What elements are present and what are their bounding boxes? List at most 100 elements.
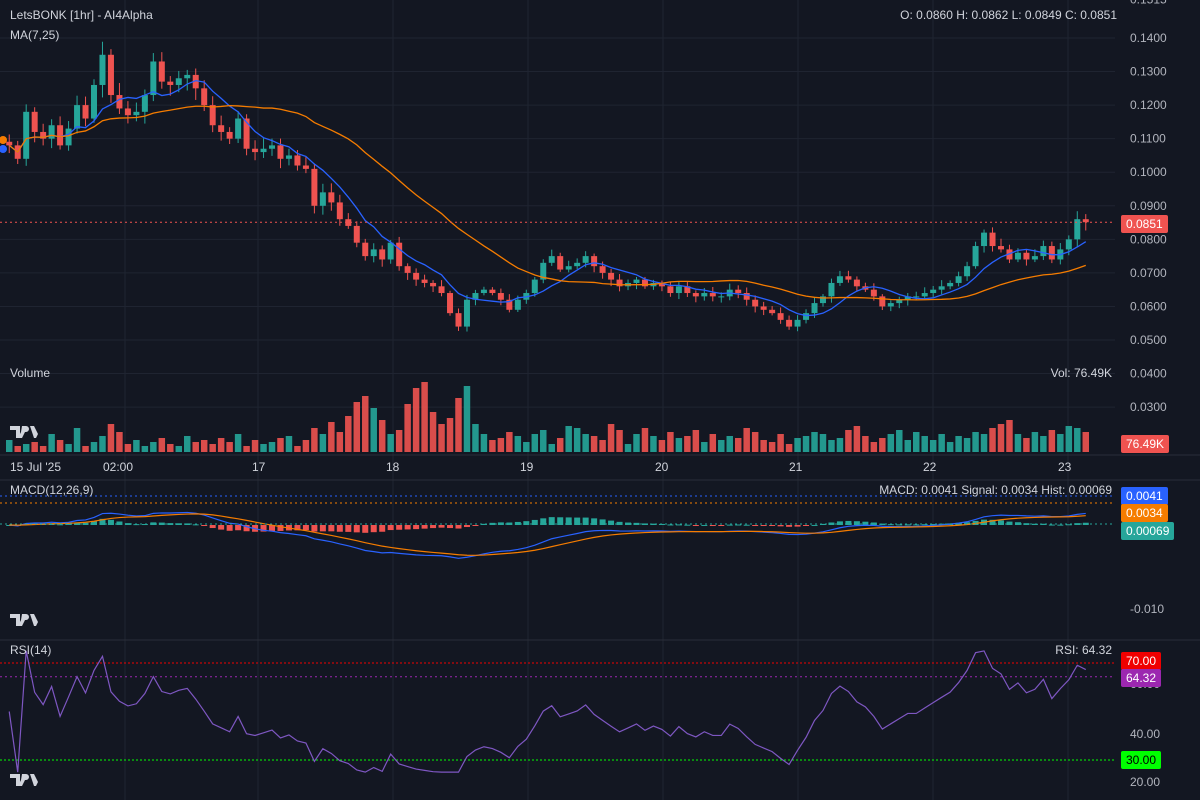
price-tick-label: 0.1515 (1130, 0, 1167, 6)
rsi-value-tag: 64.32 (1121, 669, 1162, 687)
volume-bar (734, 438, 742, 452)
candle-body (947, 282, 954, 287)
macd-histogram-bar (786, 525, 793, 527)
volume-bar (387, 434, 394, 452)
candle-body (107, 54, 114, 96)
candle-body (557, 256, 564, 270)
macd-histogram-bar (480, 523, 487, 525)
macd-histogram-bar (370, 525, 377, 533)
macd-histogram-bar (404, 525, 411, 530)
volume-bar (751, 432, 759, 452)
candle-body (955, 276, 962, 283)
macd-histogram-bar (387, 525, 394, 531)
volume-bar (22, 444, 30, 452)
price-tick-label: 0.0900 (1130, 199, 1167, 213)
volume-bar (489, 440, 496, 452)
volume-bar (404, 404, 411, 452)
volume-bar (912, 432, 920, 452)
macd-histogram-bar (531, 519, 538, 525)
candle-body (1065, 239, 1072, 250)
volume-bar (531, 434, 539, 452)
macd-signal-line (9, 513, 1086, 556)
ma-label: MA(7,25) (10, 28, 60, 42)
volume-bar (39, 446, 47, 452)
candle-body (438, 286, 445, 294)
candle-body (218, 125, 225, 132)
candle-body (591, 256, 598, 267)
candle-body (633, 279, 640, 283)
volume-bar (319, 434, 327, 452)
candle-body (311, 168, 318, 206)
candle-body (226, 131, 233, 139)
macd-histogram-bar (1074, 523, 1081, 525)
macd-histogram-bar (447, 525, 454, 529)
candle-body (981, 232, 988, 247)
candle-body (413, 272, 420, 280)
macd-histogram-bar (921, 524, 928, 526)
macd-tag: 0.0041 (1121, 487, 1168, 505)
candle-body (57, 125, 64, 146)
volume-bar (836, 438, 844, 452)
macd-histogram-bar (209, 525, 216, 529)
candle-body (540, 262, 547, 280)
volume-bar (463, 386, 471, 452)
volume-bar (472, 424, 479, 452)
volume-bar (31, 442, 38, 452)
macd-histogram-bar (319, 525, 326, 532)
volume-bar (336, 432, 344, 452)
volume-bar (14, 446, 21, 452)
volume-bar (480, 434, 488, 452)
macd-histogram-bar (675, 524, 682, 526)
volume-bar (48, 434, 55, 452)
candle-body (964, 266, 971, 277)
volume-bar (718, 440, 725, 452)
volume-bar (811, 432, 818, 452)
volume-bar (514, 436, 522, 452)
macd-histogram-bar (650, 523, 657, 525)
candle-body (1040, 246, 1047, 257)
candle-body (608, 272, 615, 280)
candle-body (65, 128, 72, 146)
volume-bar (65, 444, 72, 452)
price-tick-label: 0.1100 (1130, 132, 1166, 146)
candle-body (531, 279, 538, 294)
volume-bar (345, 416, 352, 452)
candle-body (472, 293, 479, 300)
candle-body (167, 81, 174, 85)
volume-bar (989, 428, 996, 452)
volume-bar (99, 436, 106, 452)
candle-body (463, 299, 470, 327)
volume-bar (133, 440, 140, 452)
macd-histogram-bar (616, 521, 623, 525)
volume-bar (116, 432, 123, 452)
macd-histogram-bar (989, 519, 996, 525)
volume-bar (650, 436, 657, 452)
macd-histogram-bar (599, 519, 606, 525)
macd-histogram-bar (353, 525, 360, 533)
volume-bar (692, 430, 700, 452)
macd-histogram-bar (1014, 522, 1021, 525)
macd-histogram-bar (709, 525, 716, 526)
volume-bar (82, 446, 89, 452)
macd-histogram-bar (641, 523, 648, 525)
time-tick-label: 15 Jul '25 (10, 460, 61, 474)
macd-histogram-bar (803, 525, 810, 526)
volume-bar (540, 430, 547, 452)
macd-histogram-bar (1065, 524, 1072, 526)
volume-bar (641, 428, 649, 452)
candle-body (277, 145, 284, 159)
volume-bar (184, 436, 191, 452)
volume-bar (590, 436, 598, 452)
macd-histogram-bar (582, 517, 589, 525)
candle-body (548, 256, 555, 263)
volume-bar (658, 440, 666, 452)
candle-body (777, 313, 784, 320)
volume-bar (616, 430, 623, 452)
macd-histogram-bar (91, 521, 98, 525)
volume-bar (887, 434, 895, 452)
price-tick-label: 0.1200 (1130, 98, 1167, 112)
candle-body (319, 192, 326, 206)
volume-bar (599, 440, 606, 452)
candle-body (235, 118, 242, 139)
